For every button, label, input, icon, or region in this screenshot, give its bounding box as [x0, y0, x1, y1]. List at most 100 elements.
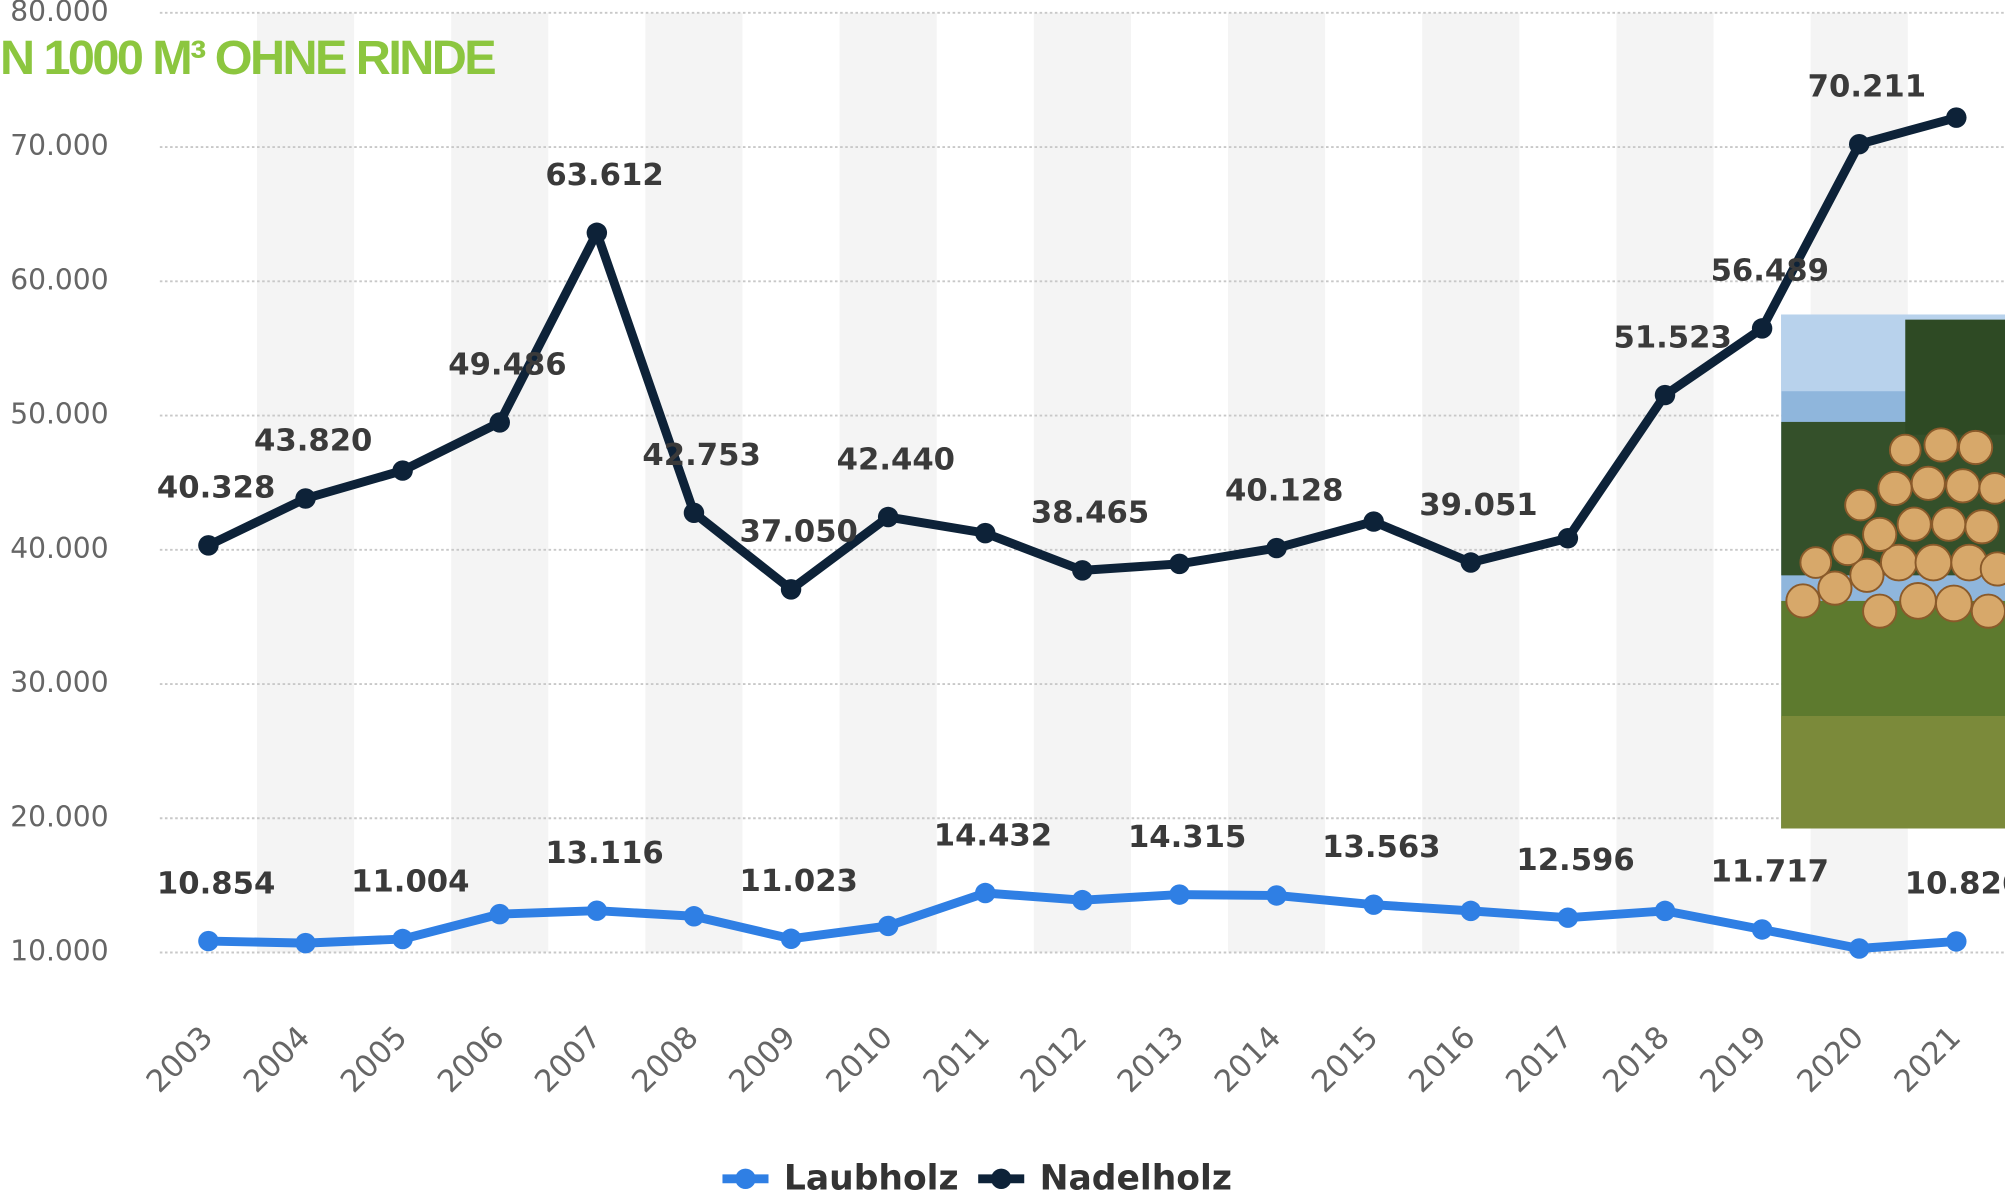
data-point — [1946, 107, 1967, 128]
y-tick-label: 70.000 — [10, 129, 108, 162]
x-tick-label: 2003 — [140, 1020, 220, 1100]
data-label: 56.489 — [1711, 254, 1829, 289]
data-label: 42.440 — [837, 442, 955, 477]
data-point — [1072, 889, 1093, 911]
data-point — [1848, 133, 1870, 155]
data-point — [683, 502, 705, 524]
data-label: 38.465 — [1031, 496, 1149, 531]
legend-label: Nadelholz — [1040, 1159, 1232, 1198]
data-point — [1363, 894, 1384, 915]
x-tick-label: 2011 — [917, 1020, 997, 1100]
x-tick-label: 2016 — [1403, 1020, 1483, 1100]
data-point — [198, 930, 219, 952]
data-label: 40.128 — [1225, 473, 1343, 508]
photo — [1781, 314, 2005, 829]
data-label: 70.211 — [1808, 69, 1926, 104]
data-point — [683, 906, 705, 927]
x-tick-label: 2012 — [1014, 1020, 1094, 1100]
x-tick-label: 2020 — [1791, 1020, 1871, 1100]
x-tick-label: 2017 — [1500, 1020, 1580, 1100]
data-label: 39.051 — [1419, 488, 1537, 523]
data-point — [1557, 907, 1579, 928]
data-label: 10.854 — [157, 866, 275, 901]
data-label: 43.820 — [254, 424, 372, 459]
data-label: 42.753 — [642, 438, 760, 473]
data-point — [1654, 900, 1676, 922]
data-label: 13.563 — [1322, 830, 1440, 865]
data-label: 13.116 — [545, 836, 663, 871]
data-point — [295, 488, 316, 509]
data-label: 40.328 — [157, 471, 275, 506]
column-band — [1422, 12, 1520, 953]
x-tick-label: 2013 — [1111, 1020, 1191, 1100]
legend-label: Laubholz — [784, 1159, 959, 1198]
y-tick-label: 60.000 — [10, 263, 108, 296]
column-band — [1616, 12, 1714, 953]
data-point — [295, 932, 316, 954]
data-label: 11.023 — [740, 864, 858, 899]
data-point — [877, 915, 899, 937]
data-point — [392, 928, 413, 950]
data-point — [975, 882, 996, 904]
data-label: 51.523 — [1613, 320, 1731, 355]
data-point — [489, 903, 510, 925]
column-bands — [256, 12, 1908, 953]
column-band — [256, 12, 355, 953]
y-tick-label: 10.000 — [10, 935, 108, 968]
data-label: 11.717 — [1711, 855, 1829, 890]
y-tick-label: 30.000 — [10, 666, 108, 699]
column-band — [1228, 12, 1326, 953]
data-label: 37.050 — [740, 515, 858, 550]
x-tick-label: 2004 — [237, 1020, 317, 1100]
data-label: 49.486 — [448, 348, 566, 383]
y-tick-label: 80.000 — [10, 0, 108, 28]
x-tick-label: 2014 — [1208, 1020, 1288, 1100]
data-label: 14.432 — [934, 818, 1052, 853]
data-point — [780, 579, 802, 600]
data-point — [1072, 560, 1093, 581]
y-tick-label: 20.000 — [10, 800, 108, 833]
x-tick-label: 2006 — [431, 1020, 511, 1100]
data-label: 11.004 — [351, 864, 469, 899]
x-tick-label: 2009 — [723, 1020, 803, 1100]
data-point — [877, 506, 899, 528]
y-tick-label: 50.000 — [10, 398, 108, 431]
data-point — [198, 535, 219, 556]
column-band — [645, 12, 743, 953]
data-point — [1266, 885, 1287, 906]
data-point — [392, 460, 413, 481]
data-point — [1363, 511, 1384, 532]
data-point — [489, 412, 510, 433]
grid — [159, 11, 2005, 954]
x-tick-label: 2010 — [820, 1020, 900, 1100]
legend-marker — [735, 1168, 756, 1190]
data-point — [586, 222, 608, 244]
column-band — [1033, 12, 1131, 953]
data-point — [975, 522, 996, 544]
data-point — [1654, 384, 1676, 406]
data-point — [1751, 919, 1773, 940]
data-point — [1169, 884, 1190, 905]
x-tick-label: 2021 — [1888, 1020, 1968, 1100]
legend: Laubholz Nadelholz — [722, 1159, 1232, 1198]
data-point — [1266, 537, 1287, 559]
data-point — [1460, 552, 1482, 573]
data-point — [586, 900, 608, 921]
x-tick-label: 2018 — [1597, 1020, 1677, 1100]
y-tick-label: 40.000 — [10, 532, 108, 565]
x-tick-label: 2015 — [1305, 1020, 1385, 1100]
data-point — [780, 928, 802, 950]
data-point — [1751, 318, 1773, 339]
x-tick-label: 2008 — [626, 1020, 706, 1100]
column-band — [451, 12, 549, 953]
chart-title: N 1000 M³ OHNE RINDE — [0, 31, 495, 85]
column-band — [839, 12, 937, 953]
data-point — [1946, 931, 1967, 952]
x-tick-label: 2019 — [1694, 1020, 1774, 1100]
data-label: 12.596 — [1516, 843, 1634, 878]
data-label: 10.826 — [1905, 867, 2005, 902]
x-tick-label: 2007 — [529, 1020, 609, 1100]
x-tick-label: 2005 — [334, 1020, 414, 1100]
data-label: 63.612 — [545, 158, 663, 193]
